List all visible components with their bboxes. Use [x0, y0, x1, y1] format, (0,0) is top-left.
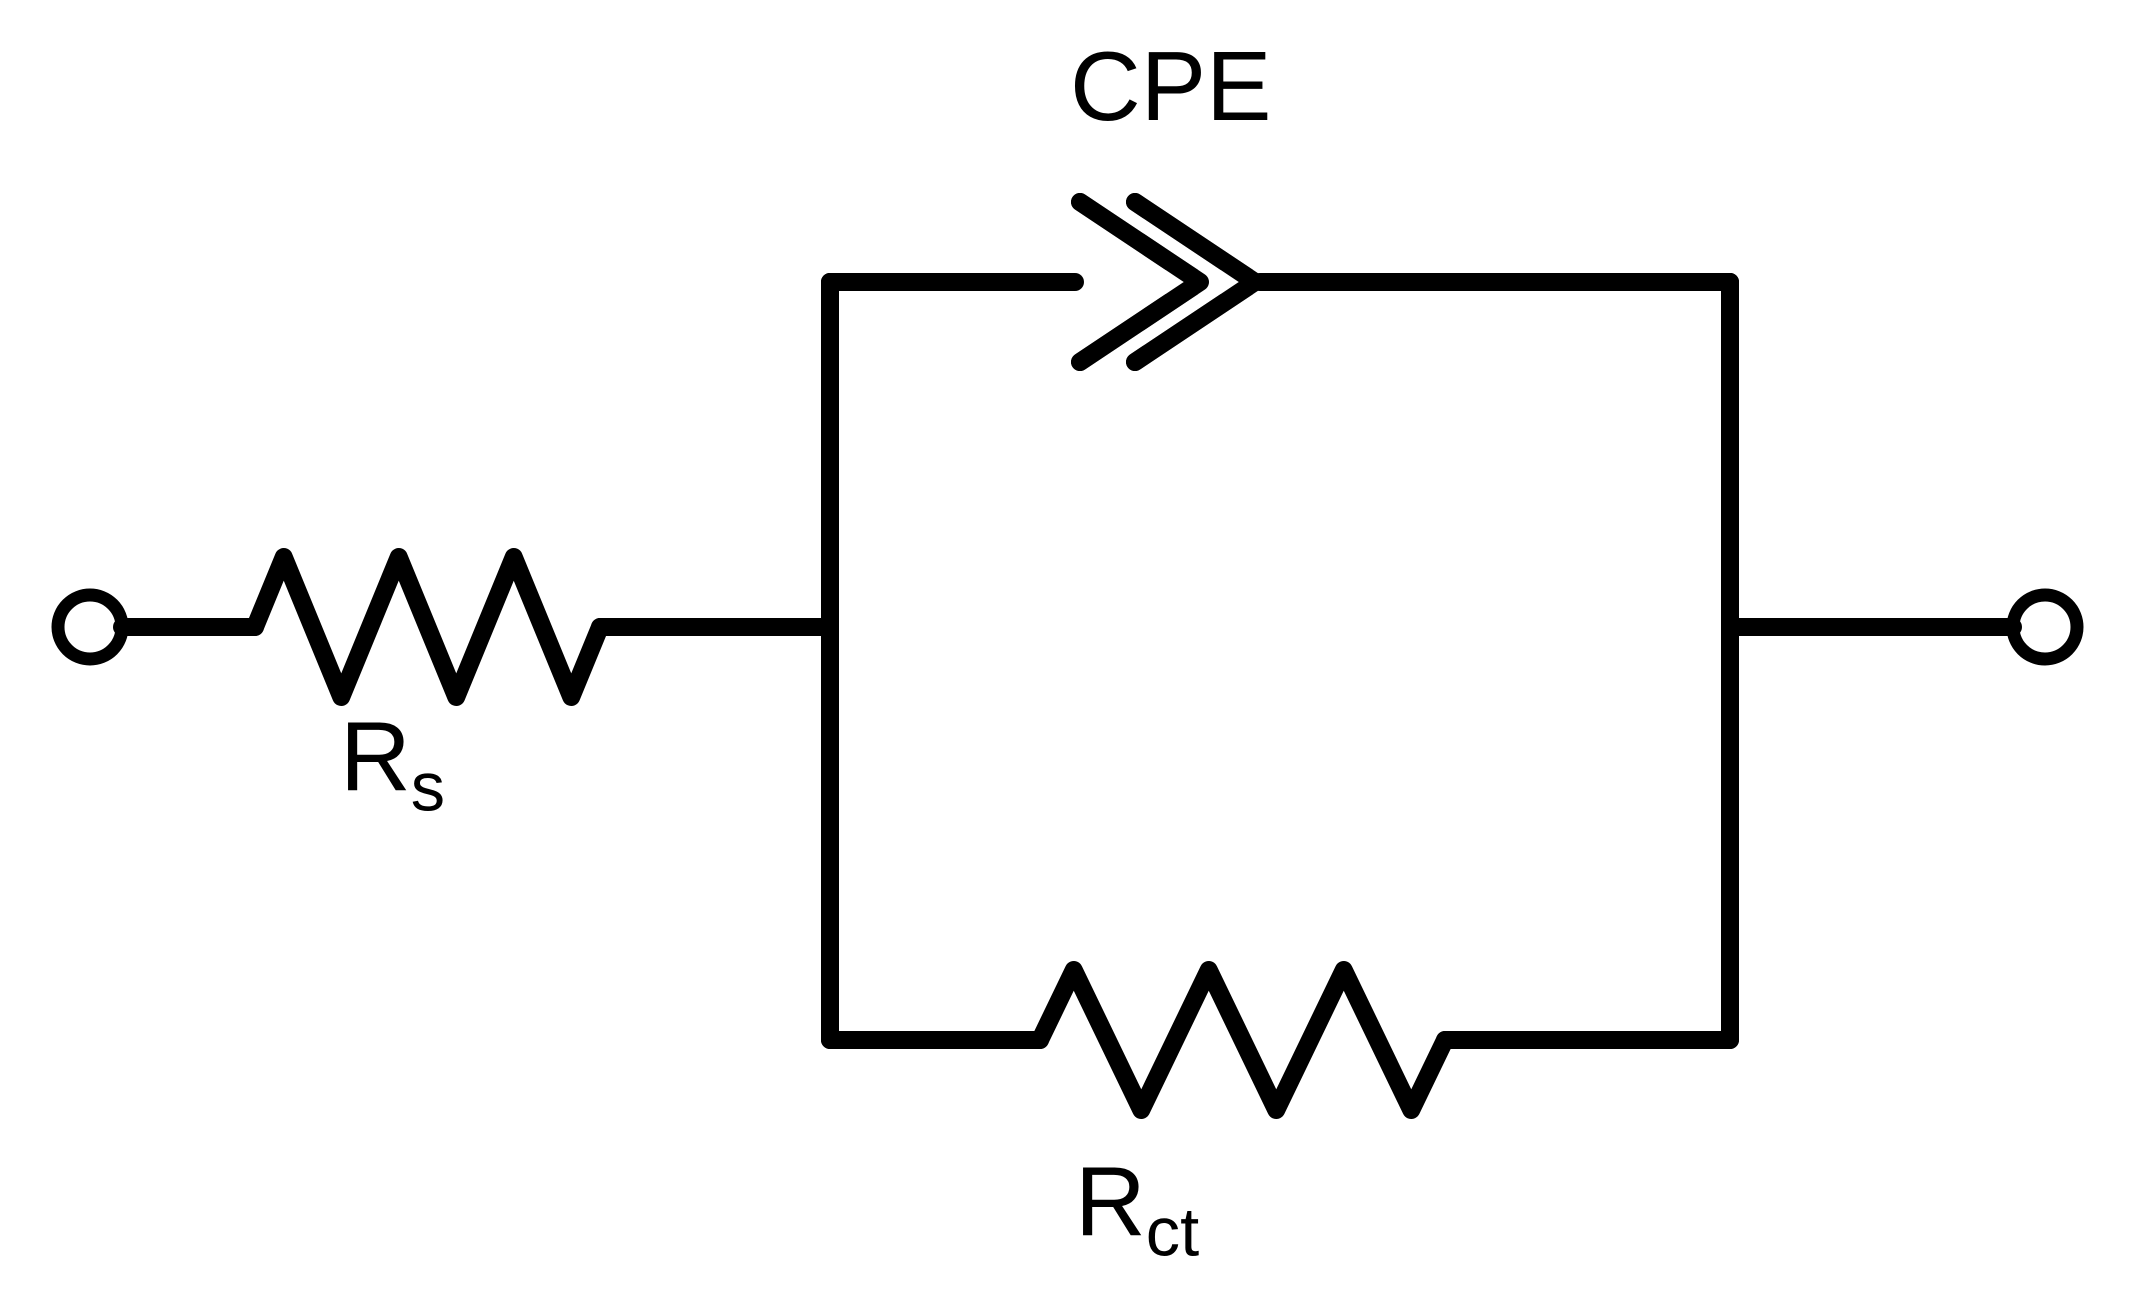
- circuit-svg: [0, 0, 2129, 1301]
- circuit-diagram: CPE Rs Rct: [0, 0, 2129, 1301]
- label-rs: Rs: [340, 700, 445, 827]
- label-rct: Rct: [1075, 1145, 1199, 1272]
- label-cpe: CPE: [1070, 30, 1272, 143]
